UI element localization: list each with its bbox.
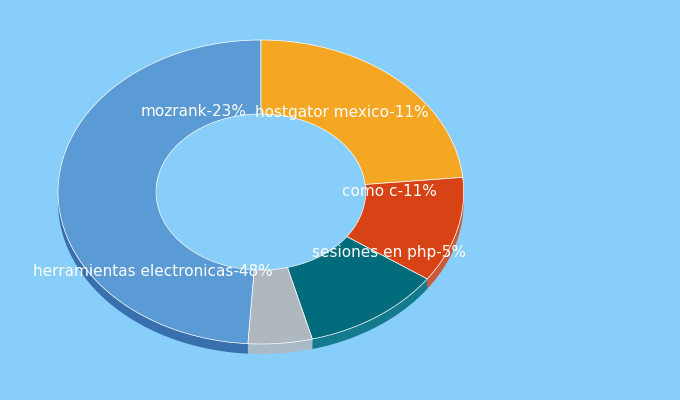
- Text: hostgator mexico-11%: hostgator mexico-11%: [255, 104, 429, 120]
- Polygon shape: [248, 268, 312, 344]
- Polygon shape: [248, 339, 312, 354]
- Polygon shape: [288, 237, 427, 339]
- Polygon shape: [427, 178, 464, 289]
- Text: herramientas electronicas-48%: herramientas electronicas-48%: [33, 264, 273, 280]
- Polygon shape: [288, 237, 347, 278]
- Polygon shape: [261, 40, 462, 184]
- Polygon shape: [254, 268, 288, 280]
- Polygon shape: [347, 178, 464, 279]
- Text: como c-11%: como c-11%: [342, 184, 437, 200]
- Polygon shape: [58, 180, 248, 354]
- Text: sesiones en php-5%: sesiones en php-5%: [312, 244, 466, 260]
- Polygon shape: [312, 279, 427, 349]
- Text: mozrank-23%: mozrank-23%: [140, 104, 246, 120]
- Polygon shape: [347, 184, 366, 247]
- Polygon shape: [156, 186, 254, 280]
- Polygon shape: [58, 40, 261, 344]
